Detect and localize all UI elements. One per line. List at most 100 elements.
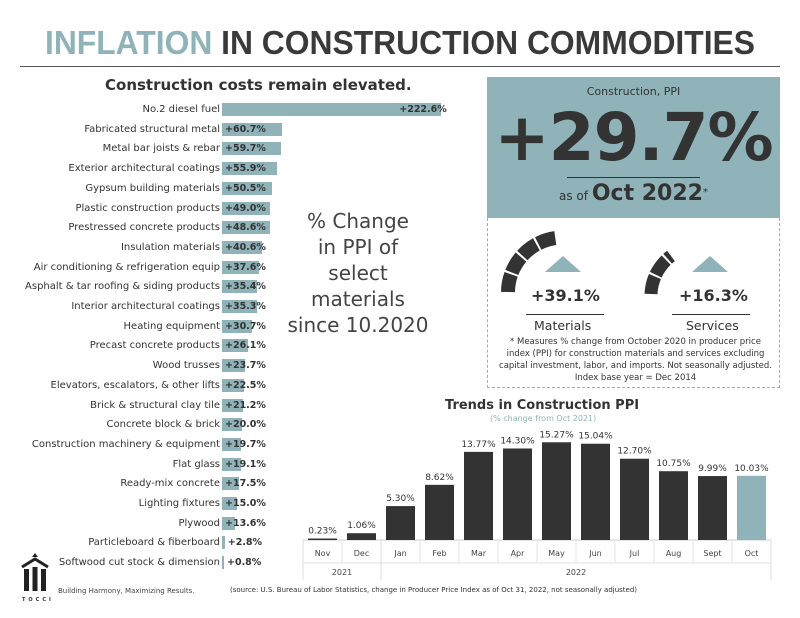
- bar-value-label: +21.2%: [225, 399, 266, 411]
- bar-category-label: Asphalt & tar roofing & siding products: [25, 281, 220, 293]
- month-tick-label: Feb: [432, 549, 446, 558]
- bar-value-label: +2.8%: [227, 537, 263, 549]
- bar: [222, 378, 245, 392]
- year-tick-label: 2021: [332, 568, 352, 577]
- month-tick-label: Mar: [471, 549, 487, 558]
- trend-value-label: 15.04%: [578, 432, 613, 442]
- bar-category-label: Plywood: [178, 517, 221, 529]
- bar-category-label: Concrete block & brick: [106, 419, 220, 431]
- page-title: INFLATION IN CONSTRUCTION COMMODITIES: [14, 24, 785, 62]
- trend-chart-subtitle: (% change from Oct 2021): [490, 414, 597, 423]
- trend-bar: [347, 533, 376, 540]
- construction-ppi-panel: Construction, PPI +29.7% as of Oct 2022*: [487, 77, 780, 218]
- ppi-label: Construction, PPI: [586, 85, 681, 98]
- bar-value-label: +0.8%: [227, 557, 262, 569]
- month-tick-label: Jan: [393, 549, 406, 558]
- bar-value-label: +222.6%: [399, 104, 447, 115]
- bar: [222, 162, 278, 176]
- bar: [222, 536, 225, 550]
- services-divider: [672, 314, 750, 315]
- bar: [222, 556, 224, 570]
- trend-bar: [620, 458, 649, 540]
- ppi-as-of: as of Oct 2022*: [487, 181, 780, 206]
- bar: [222, 280, 257, 294]
- as-of-prefix: as of: [559, 189, 588, 203]
- title-divider: [20, 66, 780, 67]
- bar: [222, 516, 236, 530]
- bar-category-label: Brick & structural clay tile: [90, 399, 220, 411]
- bar-value-label: +40.6%: [225, 241, 266, 253]
- month-tick-label: Nov: [315, 549, 331, 558]
- year-tick-label: 2022: [566, 568, 586, 577]
- services-up-triangle-icon: [692, 256, 728, 272]
- month-tick-label: Aug: [666, 549, 682, 558]
- logo-text: TOCCI: [22, 597, 54, 603]
- chart-note: % Change in PPI of select materials sinc…: [272, 208, 444, 338]
- trend-value-label: 10.75%: [656, 459, 691, 469]
- tocci-logo: [21, 553, 49, 591]
- bar: [222, 201, 271, 215]
- trend-bar: [542, 442, 571, 540]
- trend-value-label: 15.27%: [539, 430, 574, 440]
- trend-bar: [659, 471, 688, 540]
- note-line: since 10.2020: [287, 313, 429, 337]
- bar-category-label: Particleboard & fiberboard: [88, 537, 220, 549]
- bar-category-label: Heating equipment: [123, 320, 220, 332]
- month-tick-label: May: [548, 549, 565, 558]
- bar: [222, 359, 246, 373]
- trend-bar: [464, 451, 493, 540]
- bar-value-label: +20.0%: [225, 419, 266, 431]
- bar-category-label: Construction machinery & equipment: [31, 438, 220, 450]
- bar: [222, 457, 241, 471]
- bar-category-label: Fabricated structural metal: [84, 123, 220, 135]
- bar: [222, 398, 243, 412]
- note-line: materials: [311, 287, 405, 311]
- trend-value-label: 10.03%: [734, 464, 769, 474]
- bar-value-label: +35.4%: [225, 281, 266, 293]
- bar-category-label: No.2 diesel fuel: [142, 104, 220, 115]
- bar: [222, 122, 282, 136]
- bar-value-label: +55.9%: [225, 163, 266, 175]
- left-chart-title: Construction costs remain elevated.: [105, 76, 412, 94]
- bar-value-label: +17.5%: [225, 478, 266, 490]
- bar-category-label: Lighting fixtures: [138, 498, 220, 509]
- ppi-footnote: * Measures % change from October 2020 in…: [499, 337, 772, 383]
- bar: [222, 260, 260, 274]
- materials-label: Materials: [534, 318, 592, 333]
- ppi-divider: [567, 177, 700, 178]
- month-tick-label: Oct: [745, 549, 759, 558]
- bar-category-label: Metal bar joists & rebar: [102, 143, 220, 155]
- bar: [222, 240, 262, 254]
- note-line: select: [328, 261, 388, 285]
- bar-value-label: +13.6%: [225, 517, 266, 529]
- bar: [222, 477, 240, 491]
- trend-value-label: 8.62%: [425, 473, 454, 483]
- bar-value-label: +59.7%: [225, 143, 266, 155]
- services-gauge-icon: [644, 250, 676, 295]
- bar-value-label: +19.7%: [225, 438, 266, 450]
- bar-category-label: Insulation materials: [120, 241, 220, 253]
- bar-value-label: +15.0%: [225, 498, 266, 509]
- bar: [222, 142, 281, 156]
- trend-bar: [425, 484, 454, 540]
- bar-category-label: Softwood cut stock & dimension: [58, 557, 220, 569]
- bar: [222, 339, 248, 353]
- month-tick-label: Sept: [703, 549, 721, 558]
- services-value: +16.3%: [679, 286, 748, 305]
- month-tick-label: Jun: [588, 549, 602, 558]
- bar: [222, 221, 270, 235]
- bar: [222, 103, 442, 116]
- source-note: (source: U.S. Bureau of Labor Statistics…: [230, 586, 638, 594]
- bar: [222, 437, 242, 451]
- bar-value-label: +26.1%: [225, 340, 266, 352]
- bar-category-label: Plastic construction products: [75, 202, 220, 214]
- materials-gauge-icon: [501, 231, 558, 293]
- bar-category-label: Exterior architectural coatings: [68, 163, 220, 175]
- tagline: Building Harmony, Maximizing Results.: [58, 587, 195, 595]
- breakdown-panel: +39.1% Materials +16.3% Services * Measu…: [487, 218, 780, 388]
- trend-bar: [698, 476, 727, 540]
- trend-value-label: 1.06%: [347, 521, 376, 531]
- trend-bar: [308, 538, 337, 541]
- title-highlight: INFLATION: [44, 24, 213, 61]
- bar-value-label: +48.6%: [225, 222, 266, 234]
